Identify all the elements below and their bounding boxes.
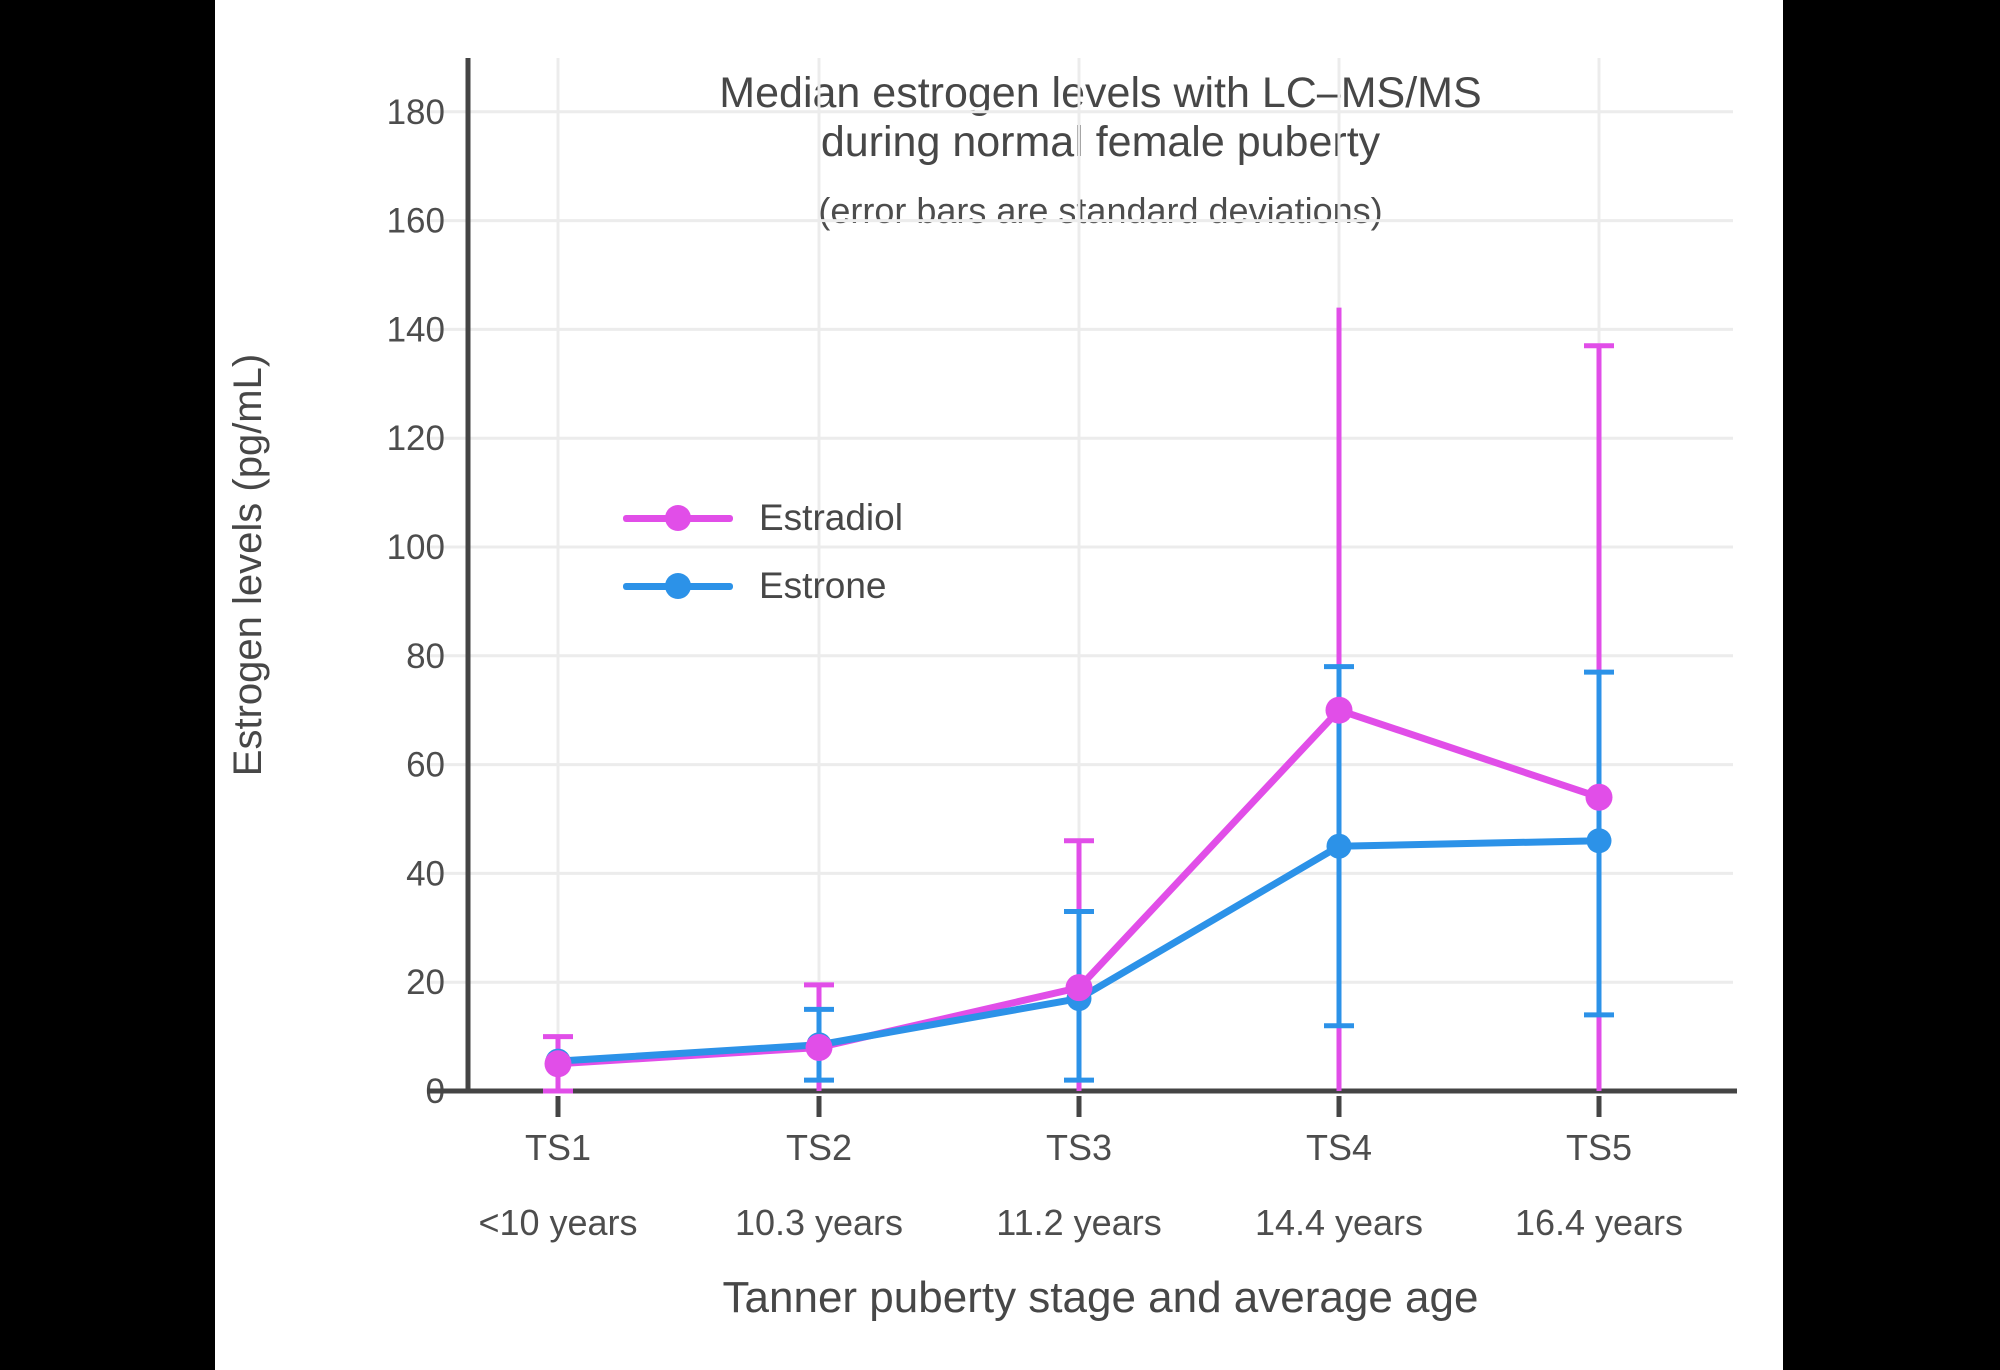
estradiol-marker (805, 1033, 833, 1061)
x-tick-age-label: 10.3 years (735, 1202, 903, 1243)
y-tick-label: 160 (387, 202, 445, 241)
chart-subtitle: (error bars are standard deviations) (818, 190, 1383, 231)
estradiol-marker (544, 1050, 572, 1078)
y-tick-label: 80 (406, 637, 445, 676)
x-tick-stage-label: TS4 (1306, 1127, 1372, 1168)
estradiol-line-marker-icon (623, 504, 733, 532)
estrone-marker (1586, 828, 1612, 854)
legend-item-estradiol: Estradiol (623, 484, 903, 552)
x-tick-stage-label: TS5 (1566, 1127, 1632, 1168)
estrone-line-marker-icon (623, 572, 733, 600)
x-tick-age-label: 14.4 years (1255, 1202, 1423, 1243)
x-tick-stage-label: TS2 (786, 1127, 852, 1168)
x-axis-title: Tanner puberty stage and average age (722, 1273, 1479, 1322)
estradiol-marker (1585, 783, 1613, 811)
y-tick-label: 100 (387, 528, 445, 567)
legend-item-estrone: Estrone (623, 552, 903, 620)
x-tick-stage-label: TS1 (525, 1127, 591, 1168)
estradiol-marker (1065, 974, 1093, 1002)
figure-canvas: Median estrogen levels with LC–MS/MS dur… (215, 0, 1783, 1370)
chart-title-line1: Median estrogen levels with LC–MS/MS (719, 69, 1482, 117)
estradiol-marker (1325, 696, 1353, 724)
y-tick-label: 60 (406, 746, 445, 785)
y-tick-label: 120 (387, 419, 445, 458)
x-tick-stage-label: TS3 (1046, 1127, 1112, 1168)
x-tick-age-label: 16.4 years (1515, 1202, 1683, 1243)
y-tick-label: 20 (406, 963, 445, 1002)
chart-plot-area: 020406080100120140160180TS1<10 yearsTS21… (387, 58, 1737, 1243)
y-tick-label: 140 (387, 310, 445, 349)
y-tick-label: 40 (406, 854, 445, 893)
y-tick-label: 180 (387, 93, 445, 132)
legend-label-estradiol: Estradiol (759, 497, 903, 538)
legend: Estradiol Estrone (623, 484, 903, 620)
x-tick-age-label: 11.2 years (996, 1202, 1161, 1243)
x-tick-age-label: <10 years (478, 1202, 637, 1243)
estrone-marker (1326, 833, 1352, 859)
legend-label-estrone: Estrone (759, 565, 887, 606)
chart-title-line2: during normal female puberty (820, 118, 1381, 166)
